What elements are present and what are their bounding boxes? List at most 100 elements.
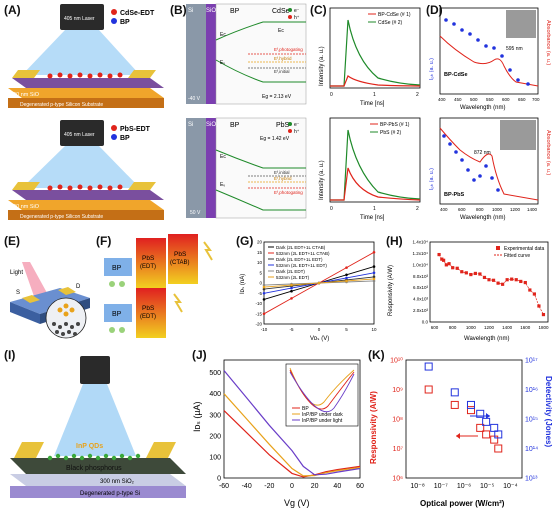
x-tick: 40 [333,483,341,490]
peak-label: 595 nm [506,46,523,52]
x-tick: 0 [290,483,294,490]
sample-name: BP-PbS [444,192,465,198]
panel-j-label: (J) [192,348,207,362]
sio2-label: SiO₂ [206,122,219,128]
responsivity-point [450,400,459,409]
bp-label: BP [112,265,122,272]
x-tick: -60 [219,483,229,490]
panel-f: (F) BP PbS (EDT) PbS (CTAB) BP PbS (EDT) [94,232,234,342]
device-top: CdSe-EDT BP 405 nm Laser 300 nm SiO Dege… [8,4,164,108]
x-tick: 400 [438,97,446,102]
x-tick: 1400 [502,325,513,330]
x-tick: 0 [318,327,321,332]
y-tick: 20 [257,240,263,245]
x-axis-label: Time [ns] [360,215,385,221]
carrier-icon [109,281,115,287]
qd-label: InP QDs [76,443,103,450]
qd-layer [47,453,141,461]
y-tick-right: 10¹⁴ [525,446,538,453]
x-tick: 500 [470,97,478,102]
series-line [223,393,361,477]
ec-label: Eᴄ [278,28,284,34]
x-tick: 1200 [484,325,495,330]
series-point [290,286,293,290]
data-point [440,257,444,261]
x-tick: 1200 [510,207,521,212]
x-axis-label: Optical power (W/cm²) [420,499,505,508]
oxide-label: 300 nm SiO [10,92,40,98]
x-axis-label: Vɡ (V) [284,498,310,508]
detectivity-point [450,388,459,397]
panel-i-figure: InP QDs Black phosphorus 300 nm SiO₂ Deg… [10,356,186,498]
data-point [532,292,536,296]
zoom-inset [45,297,87,339]
legend-label: 532nm (2L EDT) [276,275,310,280]
hole-legend: h⁺ [294,129,300,135]
x-tick: 1 [373,206,376,212]
data-point [451,266,455,270]
conduction-band [215,149,306,169]
responsivity-point [466,406,475,415]
data-point [447,262,451,266]
photocurrent-points [442,134,500,192]
qd1-label: PbS [142,305,155,312]
bp-band [104,304,132,322]
panel-e-figure: Light S D [10,262,90,339]
x-tick: 1400 [527,207,538,212]
inset-curve-light [289,371,355,413]
legend-qd-label: CdSe-EDT [120,10,155,17]
series-point [345,273,348,277]
series-point [372,277,376,281]
ef-initial-label: Eᶠ,initial [274,170,290,175]
legend-marker [496,246,500,250]
electrode-left [12,70,40,78]
x-tick: 1000 [466,325,477,330]
legend-label-1: BP-CdSe (# 1) [378,12,411,18]
legend-bp-dot [111,18,117,24]
data-point [505,278,509,282]
plot-frame [223,359,361,479]
y-axis-label-left: Responsivity (A/W) [369,391,378,464]
x-tick: 450 [454,97,462,102]
panel-f-label: (F) [96,234,112,248]
data-point [501,282,505,286]
y-axis-label-right: Detectivity (Jones) [544,376,553,447]
data-point [537,304,541,308]
x-axis-label: Time [ns] [360,101,385,107]
y-tick: 15 [257,250,263,255]
ec-label: Eᴄ [220,154,226,160]
light-bolt-icon [173,293,183,313]
ef-initial-label: Eᶠ,initial [274,69,290,74]
x-axis-label: Vᴅₛ (V) [310,336,329,342]
spectrum-top: 595 nm BP-CdSe Iₚₕ (a. u.) Absorbance (a… [429,7,551,111]
x-tick: 650 [518,97,526,102]
ef-hybrid-label: Eᶠ,hybrid [274,176,292,181]
bp-layer [12,78,164,88]
qd-atoms [57,303,75,317]
qd-label: CdSe [272,8,290,15]
x-tick: -20 [264,483,274,490]
y-tick-right: 10¹³ [525,476,538,483]
y-tick: 400 [209,391,221,398]
bp-label: BP [230,8,240,15]
x-axis-label: Wavelength (nm) [460,215,505,221]
data-point [464,271,468,275]
data-point [528,288,532,292]
plot-frame [329,117,421,203]
laser-beam [22,146,140,188]
series-point [262,291,266,295]
panel-d-figure: 595 nm BP-CdSe Iₚₕ (a. u.) Absorbance (a… [429,7,551,221]
y-tick: 500 [209,370,221,377]
data-point [455,266,459,270]
x-tick: 550 [486,97,494,102]
plot-frame [263,241,375,325]
y-tick-right: 10¹⁷ [525,358,538,365]
electrode-left [12,182,40,190]
laser-head [60,4,104,30]
sio2-layer [8,200,164,210]
data-point [482,275,487,280]
detectivity-point [490,423,499,432]
panel-b-figure: Si SiO₂ BP CdSe Eᶠ,photogating Eᶠ,hybrid… [186,3,307,219]
series-point [345,266,348,269]
